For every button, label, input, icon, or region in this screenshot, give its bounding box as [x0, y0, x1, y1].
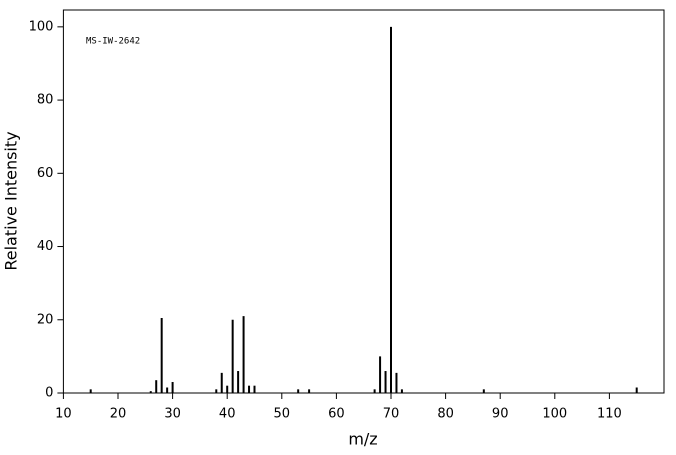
x-tick-label: 30 [164, 407, 181, 422]
x-tick-label: 90 [492, 407, 509, 422]
plot-frame [62, 9, 665, 394]
y-tick-label: 0 [45, 386, 53, 401]
x-tick-label: 10 [55, 407, 72, 422]
x-tick-label: 70 [383, 407, 400, 422]
x-tick-label: 110 [597, 407, 622, 422]
y-tick-label: 60 [37, 166, 54, 181]
x-tick-label: 60 [328, 407, 345, 422]
y-tick-label: 100 [29, 19, 54, 34]
y-tick-label: 40 [37, 239, 54, 254]
x-tick-label: 100 [542, 407, 567, 422]
x-tick-label: 80 [437, 407, 454, 422]
x-tick-label: 20 [110, 407, 127, 422]
annotation: MS-IW-2642 [86, 37, 140, 47]
y-tick-label: 20 [37, 312, 54, 327]
x-axis-label: m/z [348, 430, 377, 449]
x-tick-label: 50 [274, 407, 291, 422]
y-axis-label: Relative Intensity [2, 131, 21, 270]
y-tick-label: 80 [37, 93, 54, 108]
x-tick-label: 40 [219, 407, 236, 422]
